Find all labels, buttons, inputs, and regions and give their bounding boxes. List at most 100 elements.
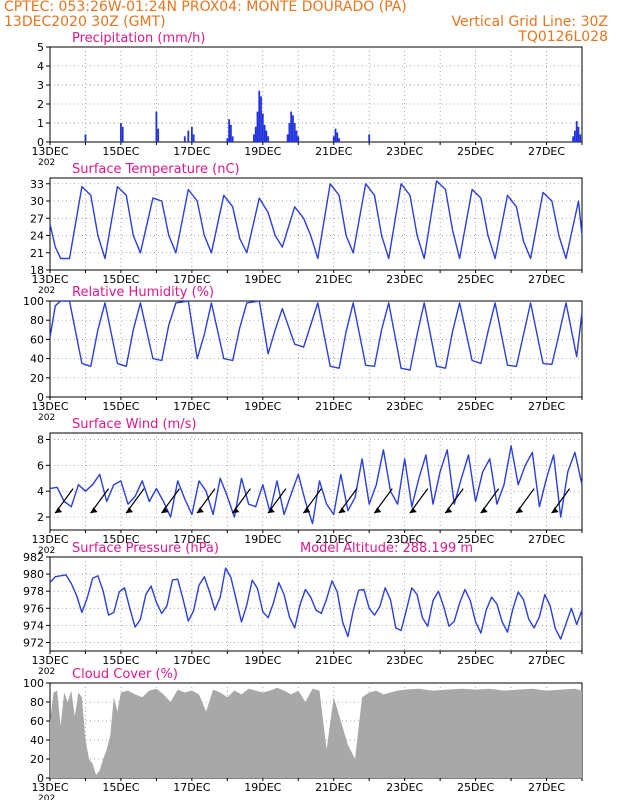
x-tick-label: 13DEC	[31, 273, 68, 286]
series-line	[49, 300, 583, 371]
panel-2: 13DEC 15DEC 17DEC 19DEC 21DEC 23DEC 25DEC 27DEC…	[23, 285, 583, 423]
y-tick-label: 4	[37, 60, 44, 73]
panel-3: 13DEC 15DEC 17DEC 19DEC 21DEC 23DEC 25DEC 27DEC…	[31, 417, 583, 556]
wind-arrow-head	[267, 507, 275, 514]
x-tick-label: 23DEC	[386, 533, 423, 546]
y-tick-label: 2	[37, 511, 44, 524]
y-tick-label: 100	[23, 677, 44, 690]
panel-annotation: Model Altitude: 288.199 m	[300, 541, 473, 556]
x-tick-label: 17DEC	[173, 654, 210, 667]
x-tick-label: 13DEC	[31, 781, 68, 794]
x-tick-label: 13DEC	[31, 533, 68, 546]
precip-bar	[260, 96, 262, 142]
y-tick-label: 1	[37, 117, 44, 130]
panel-frame	[49, 556, 583, 652]
precip-bar	[155, 111, 158, 142]
x-tick-label: 25DEC	[457, 654, 494, 667]
panel-frame	[49, 300, 583, 398]
x-tick-label: 27DEC	[528, 145, 565, 158]
panel-title: Surface Wind (m/s)	[72, 417, 196, 432]
x-tick-label: 19DEC	[244, 400, 281, 413]
series-line	[49, 567, 583, 640]
x-tick-label: 21DEC	[315, 654, 352, 667]
y-tick-label: 982	[23, 551, 44, 564]
panel-title: Precipitation (mm/h)	[72, 31, 205, 46]
x-tick-label: 23DEC	[386, 400, 423, 413]
x-tick-label: 15DEC	[102, 781, 139, 794]
series-line	[49, 180, 583, 260]
run-date: 13DEC2020 30Z (GMT)	[4, 14, 166, 30]
x-tick-label: 25DEC	[457, 533, 494, 546]
precip-bar	[226, 138, 229, 142]
y-tick-label: 20	[30, 372, 44, 385]
x-tick-label: 25DEC	[457, 273, 494, 286]
station-title: CPTEC: 053:26W-01:24N PROX04: MONTE DOUR…	[4, 0, 407, 15]
y-tick-label: 18	[30, 264, 44, 277]
panel-0: 13DEC 15DEC 17DEC 19DEC 21DEC 23DEC 25DEC 27DEC…	[31, 31, 583, 168]
y-tick-label: 974	[23, 619, 44, 632]
x-tick-label: 15DEC	[102, 273, 139, 286]
wind-arrow-head	[303, 507, 311, 514]
wind-arrow-head	[374, 507, 382, 514]
x-tick-label: 21DEC	[315, 533, 352, 546]
x-tick-label: 17DEC	[173, 781, 210, 794]
wind-arrow-head	[161, 507, 169, 514]
x-year-label-clipped: 202	[38, 546, 55, 556]
wind-arrow-head	[409, 507, 417, 514]
precip-bar	[228, 119, 231, 142]
x-tick-label: 13DEC	[31, 654, 68, 667]
model-id: TQ0126L028	[518, 29, 608, 45]
panel-title: Surface Pressure (hPa)	[72, 541, 219, 556]
precip-bar	[263, 124, 266, 142]
x-tick-label: 27DEC	[528, 654, 565, 667]
y-tick-label: 60	[30, 333, 44, 346]
precip-bar	[265, 130, 268, 142]
precip-bar	[229, 124, 232, 142]
x-tick-label: 25DEC	[457, 400, 494, 413]
y-tick-label: 2	[37, 98, 44, 111]
x-tick-label: 17DEC	[173, 145, 210, 158]
y-tick-label: 0	[37, 772, 44, 785]
y-tick-label: 0	[37, 391, 44, 404]
x-tick-label: 19DEC	[244, 654, 281, 667]
x-tick-label: 19DEC	[244, 533, 281, 546]
precip-bar	[579, 134, 582, 142]
x-tick-label: 17DEC	[173, 273, 210, 286]
y-tick-label: 40	[30, 353, 44, 366]
y-tick-label: 972	[23, 636, 44, 649]
precip-bar	[254, 126, 257, 142]
series-line	[49, 445, 583, 525]
precip-bar	[253, 134, 255, 142]
precip-bar	[267, 136, 270, 142]
precip-bar	[292, 115, 294, 142]
precip-bar	[120, 123, 122, 142]
wind-arrow-head	[196, 507, 204, 514]
wind-arrow-head	[445, 507, 453, 514]
precip-bar	[183, 136, 186, 142]
x-tick-label: 15DEC	[102, 145, 139, 158]
precip-bar	[575, 121, 578, 142]
x-tick-label: 23DEC	[386, 654, 423, 667]
x-year-label-clipped: 202	[38, 158, 55, 168]
x-tick-label: 17DEC	[173, 533, 210, 546]
y-tick-label: 33	[30, 178, 44, 191]
x-tick-label: 23DEC	[386, 781, 423, 794]
x-tick-label: 21DEC	[315, 781, 352, 794]
panel-title: Relative Humidity (%)	[72, 285, 214, 300]
y-tick-label: 30	[30, 195, 44, 208]
precip-bar	[258, 90, 261, 142]
y-tick-label: 5	[37, 41, 44, 54]
x-tick-label: 23DEC	[386, 145, 423, 158]
precip-bar	[338, 138, 340, 142]
x-year-label-clipped: 202	[38, 667, 55, 677]
panel-1: 13DEC 15DEC 17DEC 19DEC 21DEC 23DEC 25DEC 27DEC…	[30, 162, 583, 296]
precip-bar	[297, 136, 300, 142]
x-tick-label: 21DEC	[315, 145, 352, 158]
precip-bar	[261, 113, 264, 142]
x-tick-label: 13DEC	[31, 400, 68, 413]
panel-title: Cloud Cover (%)	[72, 667, 178, 682]
x-tick-label: 19DEC	[244, 145, 281, 158]
y-tick-label: 100	[23, 295, 44, 308]
y-tick-label: 4	[37, 485, 44, 498]
